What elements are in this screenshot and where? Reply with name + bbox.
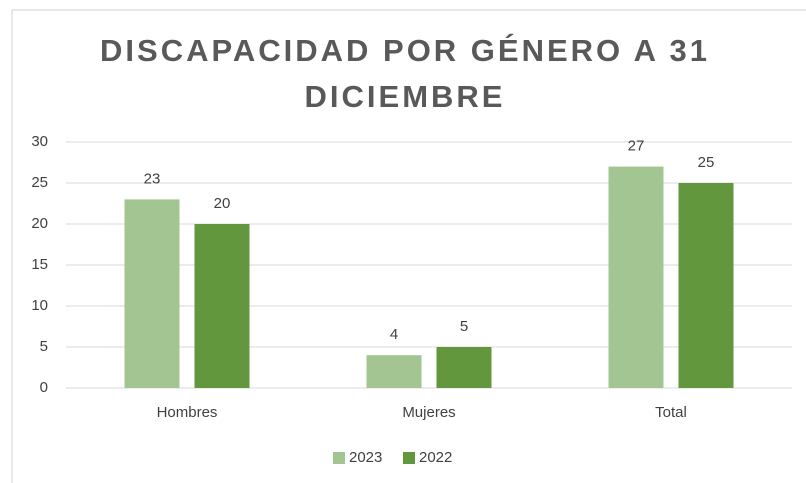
data-label: 25 [698,154,715,171]
bar [678,183,734,388]
data-label: 20 [214,195,231,212]
y-tick-label: 15 [31,256,48,273]
y-tick-label: 20 [31,215,48,232]
legend-swatch [333,452,345,464]
bar [124,199,180,388]
x-tick-label: Mujeres [402,404,455,421]
legend-swatch [403,452,415,464]
chart-border [11,9,806,483]
y-tick-label: 10 [31,297,48,314]
data-label: 23 [144,170,161,187]
y-tick-label: 5 [40,338,48,355]
y-tick-label: 0 [40,379,48,396]
data-label: 5 [460,318,468,335]
bar [366,355,422,388]
legend-label: 2022 [419,449,452,466]
data-label: 27 [628,138,645,155]
y-tick-label: 25 [31,174,48,191]
chart-title: DISCAPACIDAD POR GÉNERO A 31 DICIEMBRE [100,33,710,114]
x-tick-label: Hombres [157,404,218,421]
bar [608,166,664,388]
legend-label: 2023 [349,449,382,466]
bar [436,347,492,388]
x-tick-label: Total [655,404,687,421]
bar [194,224,250,388]
y-tick-label: 30 [31,133,48,150]
data-label: 4 [390,326,398,343]
